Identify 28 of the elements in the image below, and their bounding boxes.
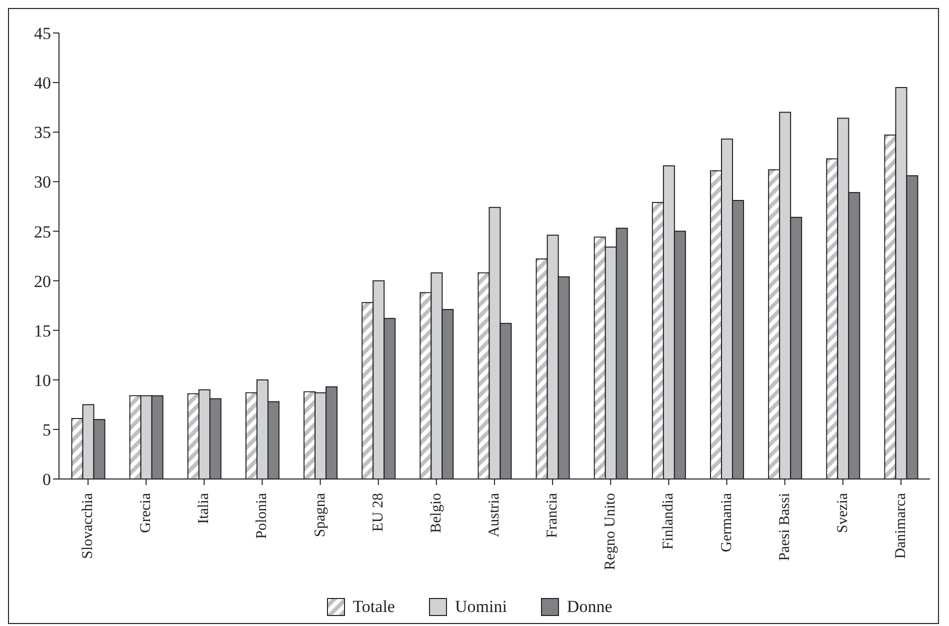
x-tick-label: Svezia [834, 492, 851, 533]
y-tick-label: 25 [34, 222, 51, 242]
x-tick-label: Polonia [254, 492, 270, 539]
x-tick-label: Finlandia [660, 492, 677, 550]
legend-label: Donne [566, 597, 612, 617]
x-tick-label: Regno Unito [602, 493, 619, 570]
x-tick-label: Francia [544, 492, 561, 538]
y-tick-label: 10 [34, 370, 51, 390]
x-tick-label: Austria [486, 492, 502, 538]
x-tick-label: Grecia [138, 492, 154, 533]
legend-label: Uomini [454, 597, 507, 617]
x-tick-label: Danimarca [892, 492, 909, 559]
x-tick-label: EU 28 [370, 493, 386, 532]
x-tick-label: Paesi Bassi [776, 493, 793, 561]
legend-label: Totale [352, 597, 395, 617]
y-tick-label: 15 [34, 321, 51, 340]
y-tick-label: 20 [34, 272, 51, 291]
x-tick-label: Germania [718, 492, 735, 552]
y-tick-label: 5 [42, 420, 51, 440]
y-tick-label: 30 [34, 172, 51, 192]
x-tick-label: Slovacchia [80, 492, 96, 559]
y-tick-label: 45 [34, 24, 51, 44]
y-tick-label: 35 [34, 123, 51, 142]
y-tick-label: 0 [42, 470, 51, 490]
x-tick-label: Italia [196, 492, 212, 524]
x-tick-label: Spagna [312, 492, 328, 538]
x-tick-label: Belgio [428, 493, 444, 533]
y-tick-label: 40 [34, 74, 51, 93]
